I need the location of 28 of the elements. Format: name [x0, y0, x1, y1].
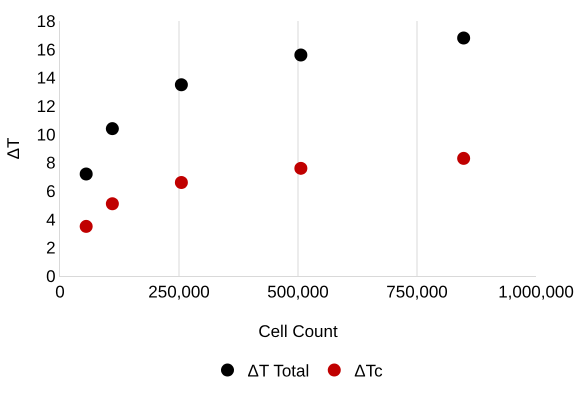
x-tick-label: 750,000 [386, 282, 448, 302]
y-tick-label: 14 [36, 68, 56, 88]
point [80, 220, 93, 233]
legend-label: ΔT Total [248, 362, 310, 381]
y-tick-label: 6 [46, 182, 56, 201]
point [457, 152, 470, 165]
x-tick-label: 250,000 [148, 282, 210, 302]
y-tick-label: 18 [36, 12, 56, 31]
point [80, 168, 93, 180]
x-tick-label: 500,000 [267, 282, 329, 302]
y-tick-label: 0 [46, 266, 56, 286]
point [457, 32, 470, 44]
y-tick-label: 16 [36, 40, 56, 60]
legend-label: ΔTc [354, 362, 384, 381]
y-tick-label: 10 [36, 125, 56, 144]
x-tick-label: 1,000,000 [498, 282, 574, 302]
x-axis-title: Cell Count [258, 322, 338, 341]
y-tick-label: 12 [36, 96, 56, 116]
y-tick-label: 2 [46, 238, 56, 258]
point [294, 162, 308, 175]
point [174, 78, 188, 92]
point [294, 48, 308, 62]
y-axis-title: ΔT [4, 138, 24, 160]
point [174, 176, 188, 189]
point [106, 122, 119, 136]
y-tick-label: 8 [46, 154, 56, 173]
y-tick-label: 4 [46, 210, 56, 230]
point [106, 197, 119, 210]
